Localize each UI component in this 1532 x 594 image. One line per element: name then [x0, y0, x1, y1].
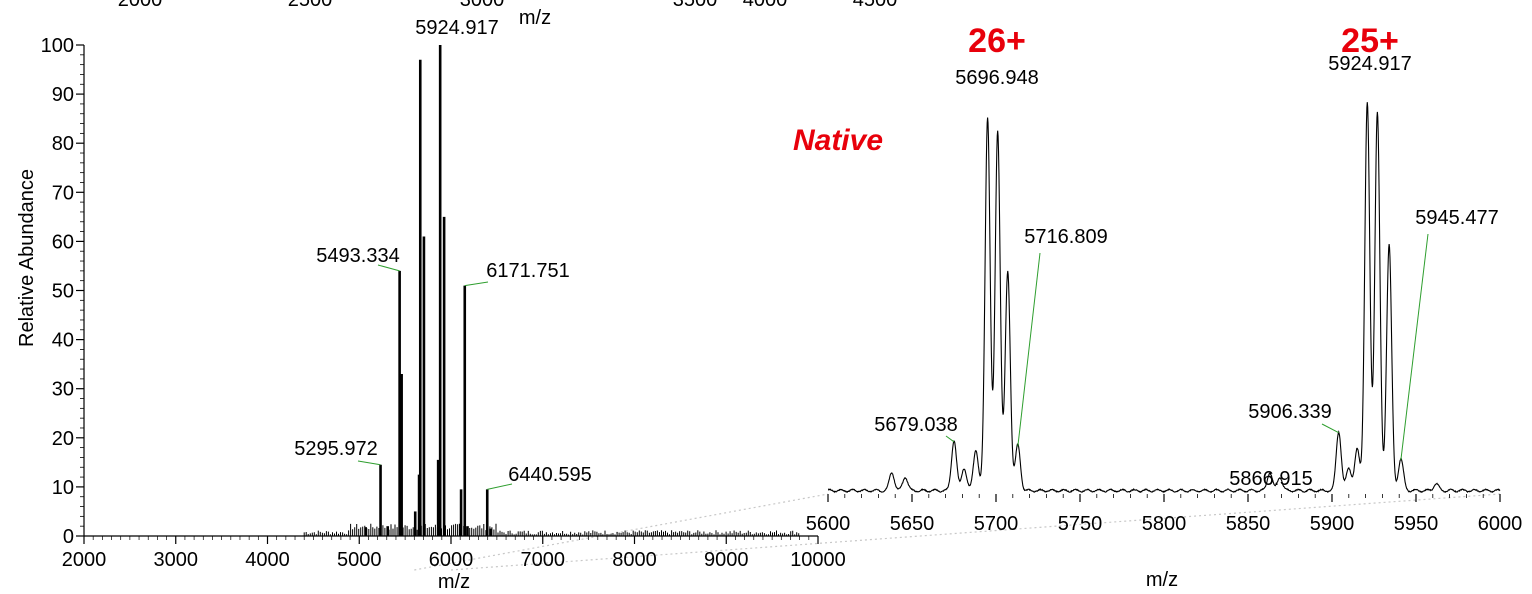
y-tick-label: 30: [52, 379, 74, 401]
top-tick-label: 2000: [118, 0, 163, 11]
x-tick-label: 3000: [154, 549, 199, 571]
zoom-spectrum-trace: [827, 102, 1501, 494]
y-axis-title: Relative Abundance: [16, 169, 38, 347]
y-tick-label: 90: [52, 84, 74, 106]
x-tick-label: 4000: [245, 549, 290, 571]
zoom-spectrum-panel: 5600 5650 5700 5750 5800 5850 5900 5950 6000 569…: [806, 53, 1523, 591]
zoom-x-tick-label: 5800: [1142, 513, 1187, 535]
zoom-peak-label: 5866.915: [1229, 468, 1312, 490]
zoom-peak-label: 5696.948: [955, 67, 1038, 89]
y-tick-label: 100: [41, 35, 74, 57]
peak-label: 6171.751: [486, 260, 569, 282]
zoom-x-tick-label: 5650: [890, 513, 935, 535]
zoom-connectors: [414, 493, 1501, 571]
peak-label-leader: [464, 281, 489, 287]
peak-label: 5295.972: [294, 438, 377, 460]
baseline-noise: [303, 523, 800, 536]
peak-label-leader: [487, 483, 513, 490]
y-tick-label: 50: [52, 281, 74, 303]
y-tick-label: 40: [52, 330, 74, 352]
y-tick-label: 0: [63, 526, 74, 548]
zoom-peak-label-leader: [945, 435, 955, 443]
zoom-peak-label: 5924.917: [1328, 53, 1411, 75]
top-axis-label: m/z: [519, 7, 551, 29]
y-tick-label: 20: [52, 428, 74, 450]
full-spectrum-panel: 0 10 20 30 40 50 60 70 80 90 100 2000 3000 4000 5000 60…: [16, 17, 846, 593]
charge-state-26: 26+: [968, 22, 1026, 60]
zoom-peak-label: 5906.339: [1248, 401, 1331, 423]
top-tick-label: 4500: [853, 0, 898, 11]
x-tick-label: 9000: [704, 549, 749, 571]
zoom-peak-label: 5945.477: [1415, 207, 1498, 229]
x-tick-label: 7000: [521, 549, 566, 571]
x-tick-label: 6000: [429, 549, 474, 571]
top-tick-label: 4000: [743, 0, 788, 11]
peak-label: 5924.917: [415, 17, 498, 39]
zoom-peak-label-leader: [1321, 423, 1339, 434]
y-tick-label: 80: [52, 133, 74, 155]
peak-label: 5493.334: [316, 245, 399, 267]
zoom-peak-label: 5679.038: [874, 414, 957, 436]
top-tick-label: 3000: [460, 0, 505, 11]
zoom-spectrum-axes: 5600 5650 5700 5750 5800 5850 5900 5950 6000: [806, 494, 1523, 535]
peak-label-leader: [357, 460, 381, 466]
x-tick-label: 10000: [790, 549, 846, 571]
x-tick-label: 2000: [62, 549, 107, 571]
native-label: Native: [793, 124, 883, 157]
zoom-peak-label: 5716.809: [1024, 226, 1107, 248]
zoom-x-tick-label: 5950: [1394, 513, 1439, 535]
zoom-spectrum-peak-labels: 5696.948 5716.809 5679.038 5924.917 5945.477…: [874, 53, 1498, 490]
y-tick-label: 60: [52, 231, 74, 253]
x-axis-title: m/z: [438, 571, 470, 593]
peak-label: 6440.595: [508, 464, 591, 486]
y-tick-label: 70: [52, 182, 74, 204]
zoom-x-tick-label: 5900: [1310, 513, 1355, 535]
full-spectrum-peaks: [303, 45, 800, 536]
zoom-peak-label-leader: [1017, 252, 1041, 447]
peak-label-leader: [377, 264, 400, 272]
full-spectrum-peak-labels: 5924.917 5493.334 6171.751 5295.972 6440.595: [294, 17, 592, 490]
zoom-connector-line: [414, 493, 829, 571]
zoom-x-tick-label: 5700: [974, 513, 1019, 535]
zoom-x-tick-label: 5850: [1226, 513, 1271, 535]
top-tick-label: 2500: [288, 0, 333, 11]
zoom-peak-label-leader: [1400, 233, 1429, 461]
zoom-connector-line: [450, 493, 1501, 571]
charge-state-25: 25+: [1341, 22, 1399, 60]
x-tick-label: 5000: [337, 549, 382, 571]
x-tick-label: 8000: [612, 549, 657, 571]
zoom-x-tick-label: 5600: [806, 513, 851, 535]
zoom-x-tick-label: 6000: [1478, 513, 1523, 535]
cropped-top-axis: 2000 2500 3000 3500 4000 4500 m/z: [118, 0, 898, 29]
full-spectrum-axes: 0 10 20 30 40 50 60 70 80 90 100 2000 3000 4000 5000 60…: [41, 35, 846, 571]
zoom-x-axis-title: m/z: [1146, 569, 1178, 591]
zoom-x-tick-label: 5750: [1058, 513, 1103, 535]
top-tick-label: 3500: [673, 0, 718, 11]
y-tick-label: 10: [52, 477, 74, 499]
